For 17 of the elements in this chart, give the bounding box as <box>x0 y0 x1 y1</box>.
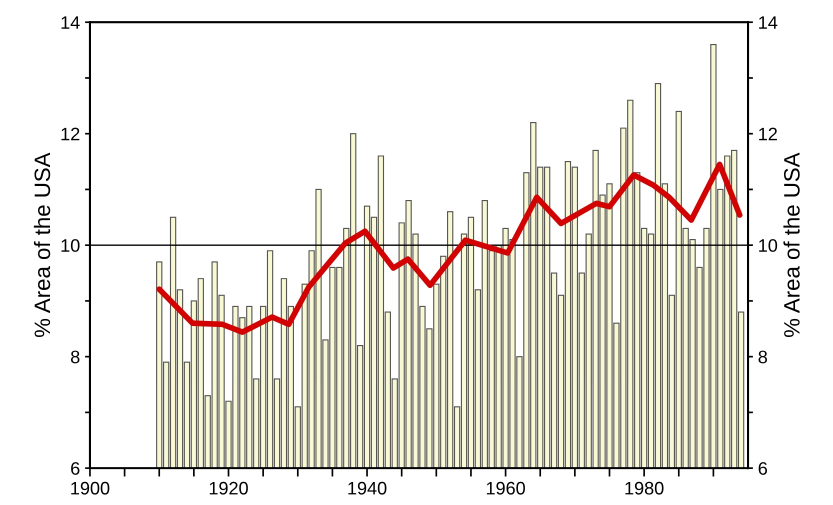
y-tick-label: 12 <box>62 128 80 140</box>
y-tick-label: 8 <box>70 350 80 364</box>
y2-tick-label: 6 <box>758 462 768 475</box>
x-tick-label: 1980 <box>625 482 664 495</box>
y-axis-title: % Area of the USA <box>34 152 50 338</box>
y-tick-label: 6 <box>71 462 80 475</box>
x-tick-label: 1960 <box>486 482 525 495</box>
y2-tick-label: 8 <box>758 350 768 364</box>
y2-axis-title: % Area of the USA <box>783 152 800 338</box>
y2-tick-label: 14 <box>759 16 778 29</box>
x-tick-label: 1940 <box>348 482 386 495</box>
x-tick-label: 1900 <box>71 482 110 495</box>
y-tick-label: 10 <box>62 239 80 252</box>
y-tick-label: 14 <box>62 16 80 29</box>
x-tick-label: 1920 <box>210 482 248 495</box>
y2-tick-label: 12 <box>759 128 777 140</box>
y2-tick-label: 10 <box>759 239 778 252</box>
